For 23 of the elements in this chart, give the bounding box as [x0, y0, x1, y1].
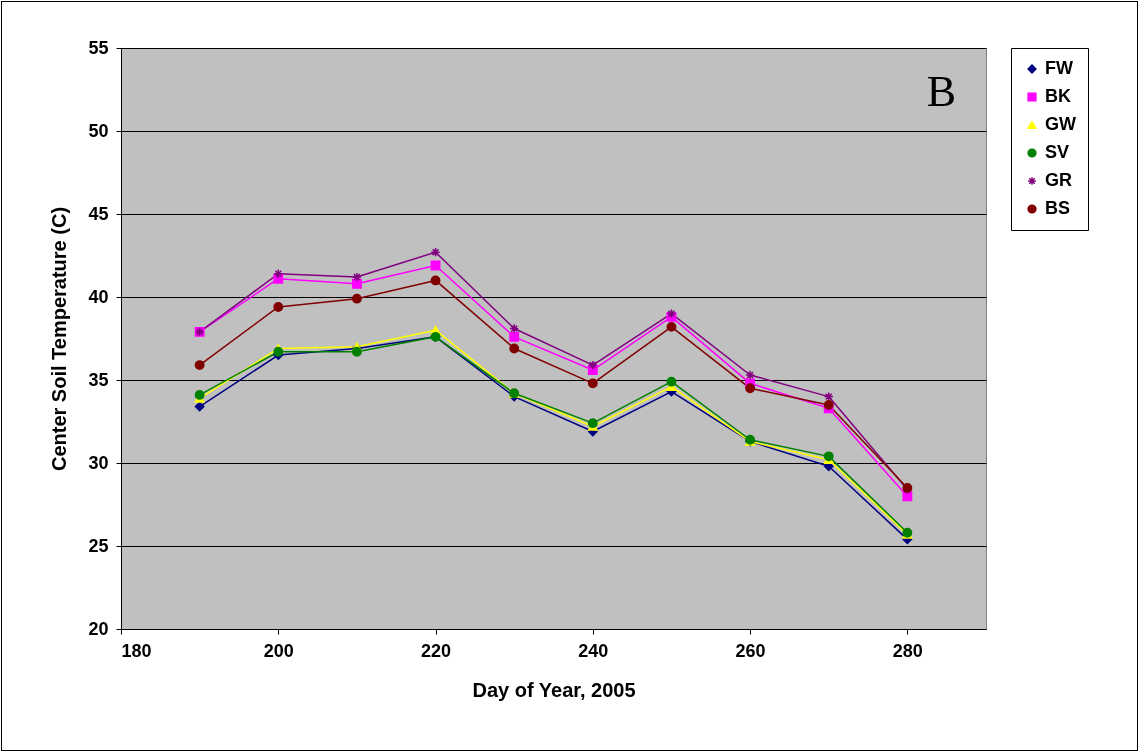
- legend-label: GR: [1045, 170, 1072, 190]
- x-tick-label: 280: [892, 640, 923, 661]
- x-axis-title: Day of Year, 2005: [472, 678, 636, 701]
- annotation: B: [926, 67, 956, 116]
- y-tick-label: 40: [88, 286, 109, 307]
- x-tick-label: 180: [121, 640, 152, 661]
- x-tick-label: 240: [578, 640, 609, 661]
- legend-label: BK: [1045, 86, 1071, 106]
- x-tick-label: 220: [421, 640, 452, 661]
- y-tick-label: 45: [88, 203, 109, 224]
- y-tick-label: 20: [88, 618, 109, 639]
- y-tick-label: 50: [88, 120, 109, 141]
- y-tick-label: 30: [88, 452, 109, 473]
- legend-label: GW: [1045, 114, 1076, 134]
- y-tick-label: 55: [88, 37, 109, 58]
- y-axis-title: Center Soil Temperature (C): [48, 206, 71, 472]
- y-tick-label: 25: [88, 535, 109, 556]
- legend-label: SV: [1045, 142, 1070, 162]
- y-tick-label: 35: [88, 369, 109, 390]
- x-tick-label: 260: [735, 640, 766, 661]
- legend-label: FW: [1045, 58, 1073, 78]
- x-tick-label: 200: [263, 640, 294, 661]
- legend-label: BS: [1045, 198, 1071, 218]
